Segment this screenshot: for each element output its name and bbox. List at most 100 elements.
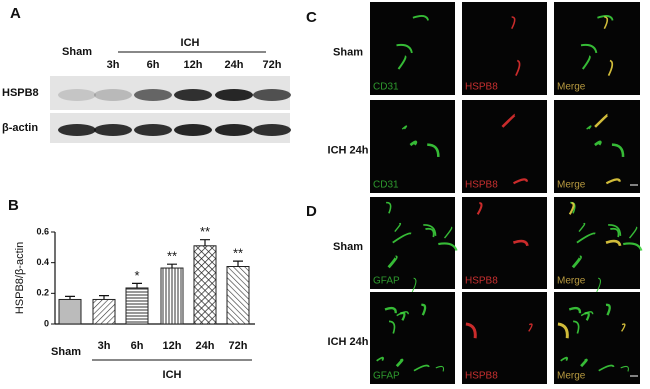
panel-letter: C (306, 9, 317, 26)
signal (512, 239, 529, 247)
signal (586, 125, 592, 130)
channel-label: Merge (557, 371, 586, 382)
x-tick-label: 3h (98, 340, 111, 352)
bar (92, 298, 116, 325)
signal (412, 15, 429, 21)
signal (608, 224, 622, 236)
signal (580, 311, 594, 317)
signal (397, 55, 407, 70)
channel-label: GFAP (373, 371, 400, 382)
x-tick-label: 72h (229, 340, 248, 352)
row-label: ICH 24h (328, 336, 369, 348)
channel-label: Merge (557, 82, 586, 93)
signal (399, 311, 406, 321)
channel-label: CD31 (373, 82, 399, 93)
timepoint-label: 72h (263, 59, 282, 71)
signal (387, 255, 398, 269)
x-tick-label: 24h (196, 340, 215, 352)
signal (465, 322, 477, 339)
band (58, 124, 96, 136)
micrograph (462, 2, 547, 95)
channel-label: HSPB8 (465, 82, 498, 93)
signal (573, 320, 580, 334)
channel-label: HSPB8 (465, 371, 498, 382)
band (94, 89, 132, 101)
signal (515, 59, 521, 76)
significance: ** (233, 246, 243, 261)
error-bar (99, 295, 109, 300)
bar (58, 298, 82, 325)
y-tick-label: 0.4 (36, 257, 49, 267)
signal (581, 55, 591, 70)
band (134, 124, 172, 136)
micrograph (554, 2, 640, 95)
signal (607, 59, 614, 76)
error-bar (65, 295, 75, 300)
row-label: Sham (333, 46, 363, 58)
signal (603, 16, 609, 30)
signal (597, 15, 614, 21)
signal (396, 43, 413, 54)
bar (125, 287, 149, 325)
signal (578, 222, 586, 232)
signal (409, 140, 418, 147)
signal (386, 201, 392, 214)
timepoint-label: 12h (184, 59, 203, 71)
micrograph (462, 197, 547, 289)
channel-label: CD31 (373, 180, 399, 191)
band (174, 89, 212, 101)
panel-letter: A (10, 5, 21, 22)
signal (438, 242, 458, 251)
y-tick-label: 0.2 (36, 288, 49, 298)
signal (384, 306, 397, 314)
signal (427, 143, 440, 157)
signal (476, 202, 483, 215)
signal (376, 356, 384, 362)
signal (421, 303, 427, 316)
signal (557, 322, 569, 339)
signal (580, 358, 588, 368)
band (253, 124, 291, 136)
signal (513, 178, 529, 185)
band (134, 89, 172, 101)
signal (605, 303, 611, 316)
signal (423, 224, 437, 236)
significance: ** (167, 249, 177, 264)
signal (392, 232, 412, 244)
signal (584, 311, 590, 321)
channel-label: HSPB8 (465, 276, 498, 287)
signal (511, 16, 516, 30)
channel-label: GFAP (373, 276, 400, 287)
channel-label: Merge (557, 180, 586, 191)
micrograph (370, 2, 455, 95)
signal (394, 222, 402, 232)
micrograph (370, 292, 455, 384)
timepoint-label: 24h (225, 59, 244, 71)
group-label: ICH (163, 369, 182, 381)
band (215, 89, 253, 101)
signal (610, 227, 620, 238)
row-label: ICH 24h (328, 144, 369, 156)
micrograph (370, 100, 455, 193)
x-tick-label: 6h (131, 340, 144, 352)
significance: ** (200, 224, 210, 239)
bar (226, 266, 250, 325)
group-label: ICH (181, 37, 200, 49)
signal (435, 365, 445, 372)
micrograph (554, 100, 640, 193)
panel-letter: B (8, 197, 19, 214)
signal (605, 178, 621, 185)
sham-label: Sham (62, 46, 92, 58)
signal (628, 226, 638, 239)
signal (568, 306, 582, 314)
row-label: β-actin (2, 122, 38, 134)
signal (623, 242, 643, 251)
micrograph (462, 100, 547, 193)
y-tick-label: 0.6 (36, 226, 49, 236)
signal (571, 255, 582, 269)
error-bar (233, 260, 243, 267)
signal (598, 364, 615, 372)
signal (401, 125, 408, 130)
signal (413, 364, 430, 372)
band (174, 124, 212, 136)
